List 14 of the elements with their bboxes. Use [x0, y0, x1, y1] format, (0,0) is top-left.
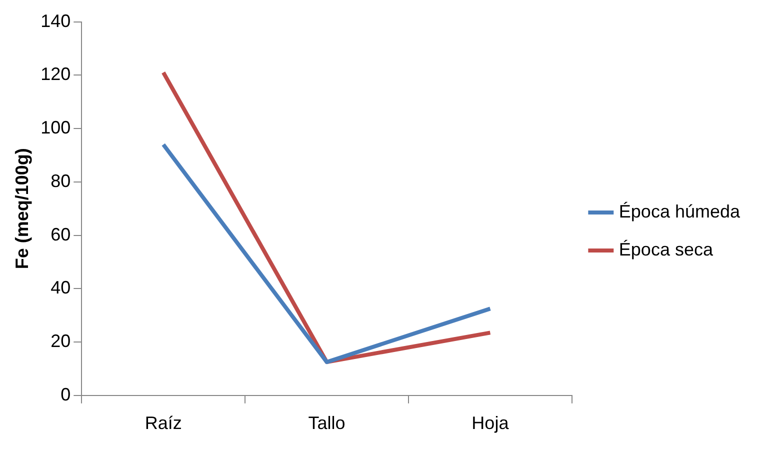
y-tick-label: 120 [40, 64, 71, 84]
y-tick-label: 0 [60, 384, 71, 404]
y-tick-label: 80 [50, 170, 71, 191]
y-tick-label: 60 [50, 224, 71, 244]
y-tick-label: 40 [50, 278, 71, 298]
x-tick-label: Tallo [308, 413, 346, 434]
y-tick-label: 140 [40, 10, 71, 31]
x-tick-label: Raíz [144, 413, 182, 434]
y-tick-label: 100 [40, 118, 71, 138]
y-axis-title: Fe (meq/100g) [12, 148, 32, 270]
legend-label: Época húmeda [618, 201, 741, 222]
x-tick-label: Hoja [472, 413, 510, 434]
legend-label: Época seca [618, 239, 714, 260]
y-tick-label: 20 [50, 330, 71, 351]
